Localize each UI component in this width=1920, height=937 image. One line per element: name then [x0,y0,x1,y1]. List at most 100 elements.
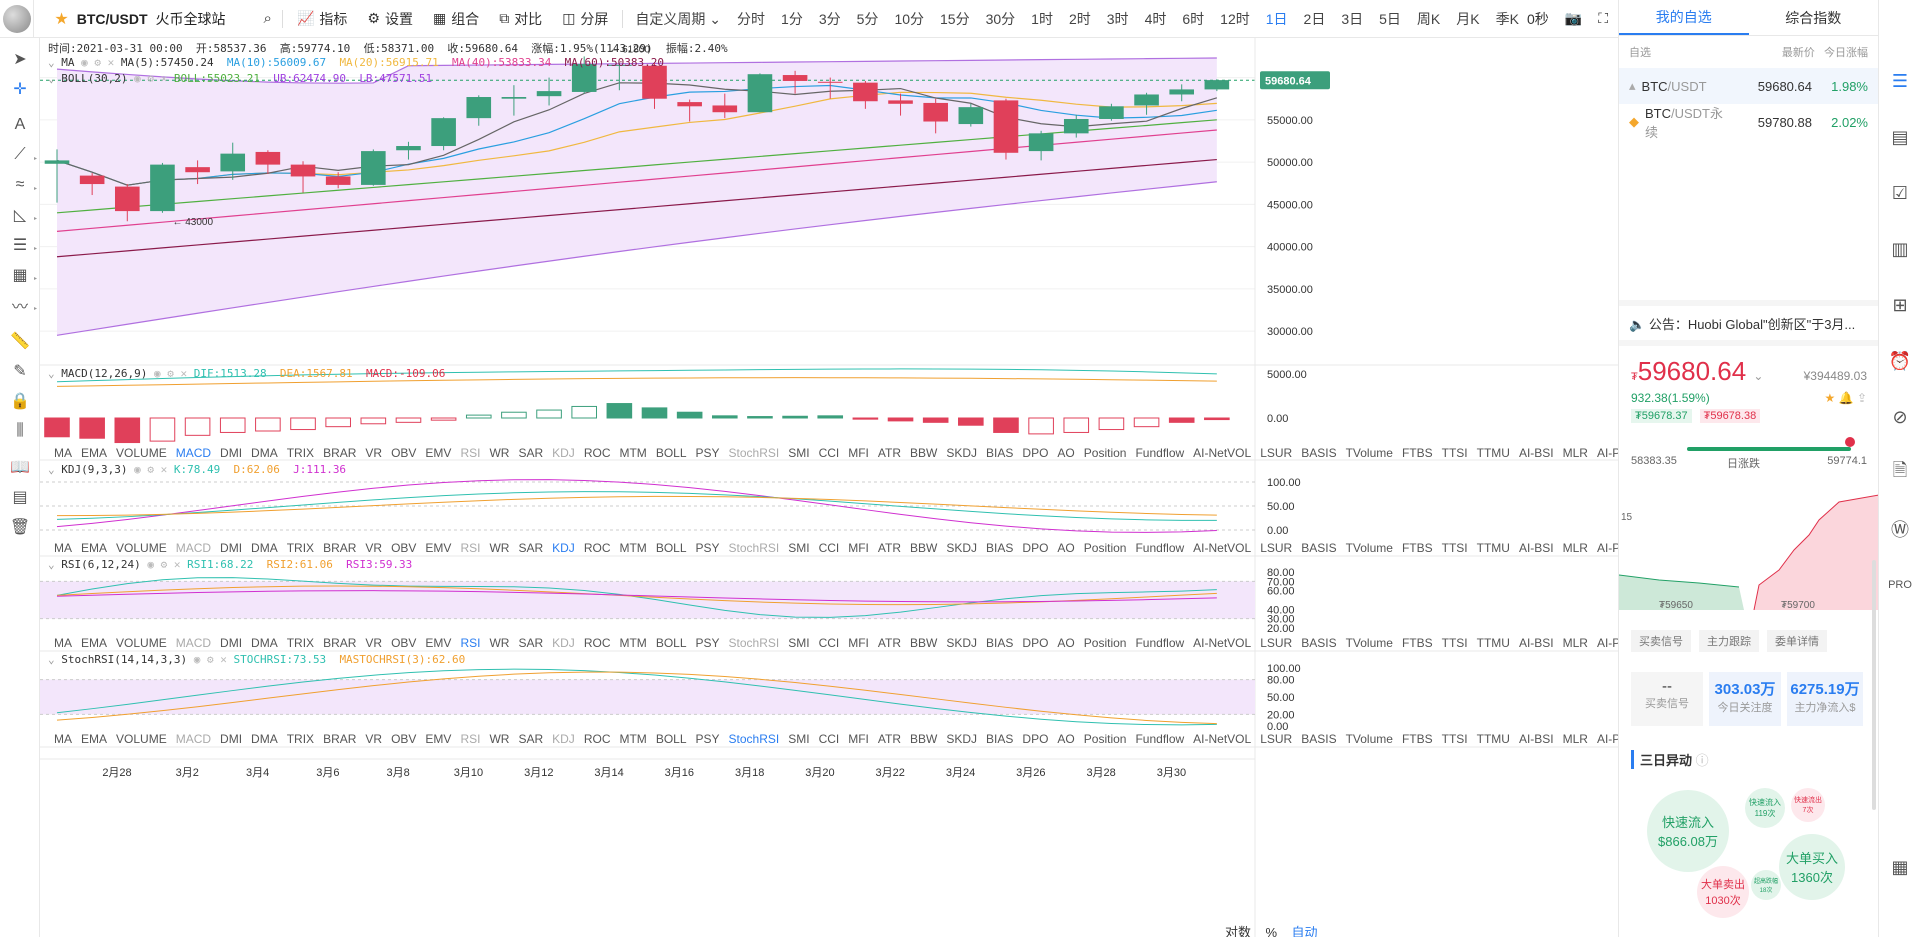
indicator-tab[interactable]: FTBS [1401,732,1433,746]
watchlist-icon[interactable]: ☰ [1891,70,1909,91]
indicator-tab[interactable]: TTMU [1476,541,1510,555]
indicator-tab[interactable]: PSY [695,446,720,460]
indicator-tab[interactable]: KDJ [552,732,575,746]
indicator-tab[interactable]: SAR [518,732,544,746]
alarm-clock-icon[interactable]: ⏰ [1888,350,1912,371]
indicator-tab[interactable]: BOLL [655,732,687,746]
indicator-tab[interactable]: PSY [695,732,720,746]
indicator-tab[interactable]: BBW [910,541,938,555]
indicator-tab[interactable]: DMI [220,446,243,460]
indicator-tab[interactable]: WR [489,636,510,650]
indicator-tab[interactable]: LSUR [1260,541,1293,555]
indicator-button[interactable]: 📈 指标 [296,10,348,27]
period-6[interactable]: 15分 [940,10,970,27]
indicator-tab[interactable]: WR [489,541,510,555]
indicator-tab[interactable]: CCI [818,541,840,555]
indicator-tab[interactable]: AI-BSI [1518,636,1554,650]
scrollbar[interactable] [1872,560,1876,810]
search-icon[interactable]: ⌕ [263,10,272,27]
indicator-tab[interactable]: RSI [460,446,481,460]
wave-tool-icon[interactable]: 〰 ▸ [11,299,37,316]
indicator-tab[interactable]: VR [365,732,383,746]
indicator-tab[interactable]: Position [1083,732,1127,746]
indicator-tab[interactable]: MA [54,636,72,650]
indicator-tab[interactable]: VR [365,636,383,650]
period-12[interactable]: 6时 [1182,10,1205,27]
indicator-tab[interactable]: BOLL [655,541,687,555]
period-13[interactable]: 12时 [1220,10,1250,27]
indicator-tab[interactable]: FTBS [1401,541,1433,555]
fib-icon[interactable]: ≈ ▸ [15,176,37,193]
indicator-tab[interactable]: MACD [175,446,212,460]
indicator-tab[interactable]: VOLUME [116,732,167,746]
compass-icon[interactable]: ⊘ [1892,406,1908,427]
order-check-icon[interactable]: ☑ [1891,182,1909,203]
notice-bar[interactable]: 🔈 公告：Huobi Global"创新区"于3月... [1619,300,1879,341]
indicator-tab[interactable]: AO [1057,446,1075,460]
indicator-tab[interactable]: AI-NetVOL [1193,636,1252,650]
indicator-tab[interactable]: AI-NetVOL [1193,541,1252,555]
indicator-tab[interactable]: MA [54,446,72,460]
indicator-tab[interactable]: MLR [1562,446,1588,460]
indicator-tab[interactable]: ROC [583,446,611,460]
indicator-tab[interactable]: TVolume [1345,636,1393,650]
indicator-tab[interactable]: FTBS [1401,446,1433,460]
indicator-tab[interactable]: LSUR [1260,446,1293,460]
indicator-tab[interactable]: ROC [583,732,611,746]
indicator-tab[interactable]: OBV [391,541,417,555]
period-19[interactable]: 月K [1456,10,1480,27]
indicator-tab[interactable]: BBW [910,732,938,746]
indicator-tab[interactable]: MACD [175,541,212,555]
cursor-icon[interactable]: ➤ [13,51,27,68]
indicator-tab[interactable]: TVolume [1345,541,1393,555]
indicator-tab[interactable]: ROC [583,541,611,555]
indicator-tab[interactable]: SKDJ [946,446,978,460]
fullscreen-icon[interactable]: ⛶ [1598,10,1608,26]
indicator-tab[interactable]: TRIX [286,636,315,650]
indicator-tab[interactable]: MFI [848,732,869,746]
add-window-icon[interactable]: ⊞ [1892,294,1908,315]
tab-signals[interactable]: 买卖信号 [1631,630,1691,652]
period-8[interactable]: 1时 [1031,10,1053,27]
indicator-tab[interactable]: MLR [1562,541,1588,555]
indicator-tab[interactable]: BOLL [655,446,687,460]
camera-icon[interactable]: 📷 [1564,10,1583,26]
indicator-tab[interactable]: MA [54,541,72,555]
tab-main-track[interactable]: 主力跟踪 [1699,630,1759,652]
symbol-selector[interactable]: ★ BTC/USDT 火币全球站 [34,9,237,29]
share-icon[interactable]: ⇪ [1856,391,1867,405]
indicator-tab[interactable]: DMI [220,636,243,650]
indicator-tab[interactable]: DPO [1022,541,1049,555]
indicator-tab[interactable]: WR [489,732,510,746]
indicator-tab[interactable]: DMI [220,732,243,746]
indicator-tab[interactable]: WR [489,446,510,460]
indicator-tab[interactable]: SKDJ [946,541,978,555]
indicator-tab[interactable]: KDJ [552,636,575,650]
indicator-tab[interactable]: DMI [220,541,243,555]
indicator-tab[interactable]: MTM [619,636,647,650]
indicator-tab[interactable]: AI-NetVOL [1193,732,1252,746]
indicator-tab[interactable]: Position [1083,446,1127,460]
indicator-tab[interactable]: TTSI [1441,446,1468,460]
indicator-tab[interactable]: DPO [1022,732,1049,746]
indicator-tab[interactable]: BRAR [323,732,357,746]
indicator-tab[interactable]: SKDJ [946,636,978,650]
indicator-tab[interactable]: SAR [518,636,544,650]
indicator-tab[interactable]: TRIX [286,446,315,460]
indicator-tab[interactable]: OBV [391,732,417,746]
percent-toggle[interactable]: % [1265,925,1278,937]
indicator-tab[interactable]: AI-BSI [1518,541,1554,555]
indicator-tab[interactable]: MFI [848,541,869,555]
period-18[interactable]: 周K [1416,10,1441,27]
crosshair-icon[interactable]: ✛ [13,81,27,98]
split-button[interactable]: ◫ 分屏 [562,10,609,27]
layers-icon[interactable]: ▤ [12,489,28,506]
indicator-tab[interactable]: PSY [695,636,720,650]
indicator-tab[interactable]: TVolume [1345,732,1393,746]
indicator-tab[interactable]: AO [1057,732,1075,746]
grid-tool-icon[interactable]: ▦ ▸ [12,267,37,284]
indicator-tab[interactable]: BRAR [323,541,357,555]
indicator-tab[interactable]: TVolume [1345,446,1393,460]
tab-order-detail[interactable]: 委单详情 [1767,630,1827,652]
favorite-star-icon[interactable]: ★ [1824,391,1836,405]
